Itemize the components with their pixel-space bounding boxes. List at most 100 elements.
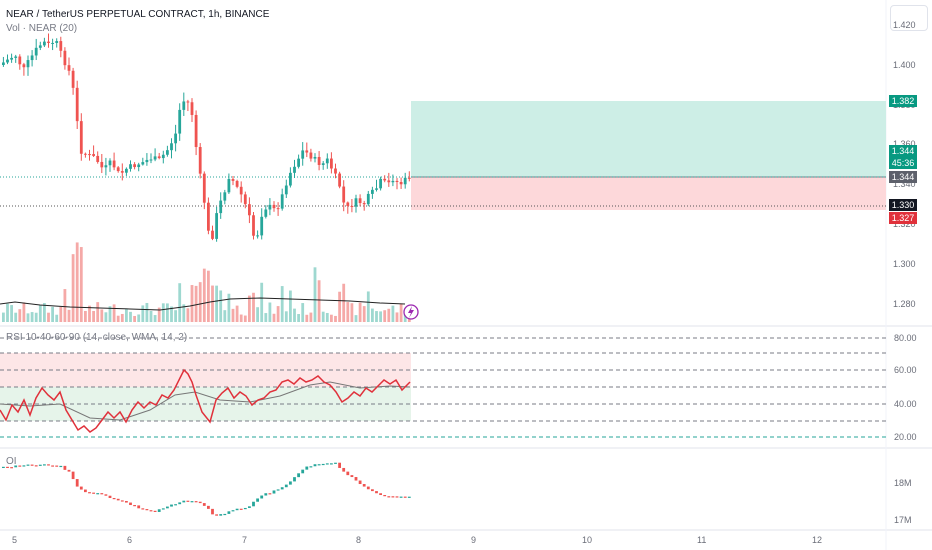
chart-settings-button[interactable]: [890, 5, 928, 31]
candle-body: [178, 109, 182, 134]
volume-legend[interactable]: Vol · NEAR (20): [6, 23, 78, 34]
oi-candle: [30, 464, 34, 466]
candle-body: [305, 150, 309, 153]
price-axis-label: 1.400: [893, 60, 916, 70]
oi-candle: [330, 463, 333, 465]
oi-candle: [104, 494, 108, 496]
oi-candle: [231, 510, 235, 512]
volume-bar: [309, 312, 313, 322]
volume-bar: [161, 303, 165, 322]
oi-candle: [276, 489, 280, 491]
candle-body: [248, 204, 251, 216]
volume-bar: [358, 302, 362, 322]
oi-candle: [243, 507, 247, 510]
volume-bar: [116, 315, 120, 322]
oi-candle: [186, 500, 190, 502]
oi-candle: [305, 466, 309, 470]
oi-candle: [38, 464, 42, 466]
candle-body: [325, 158, 329, 164]
volume-bar: [301, 303, 305, 322]
volume-bar: [219, 290, 223, 322]
oi-candle: [108, 495, 112, 498]
volume-bar: [350, 303, 354, 322]
loss-zone[interactable]: [411, 177, 886, 210]
oi-candle: [153, 510, 157, 512]
candle-body: [383, 178, 387, 181]
oi-candle: [379, 493, 382, 496]
candle-body: [297, 158, 300, 167]
volume-bar: [334, 315, 337, 322]
candle-body: [330, 158, 333, 169]
rsi-axis-label: 40.00: [894, 399, 917, 409]
oi-candle: [239, 508, 243, 510]
volume-bar: [157, 307, 161, 322]
oi-candle: [301, 469, 305, 474]
oi-candle: [268, 493, 272, 495]
candle-body: [284, 185, 288, 195]
candle-body: [280, 194, 284, 209]
candle-body: [371, 189, 374, 194]
volume-bar: [395, 312, 399, 322]
oi-candle: [51, 465, 54, 467]
candle-body: [125, 168, 128, 173]
time-axis-label: 11: [697, 535, 706, 545]
rsi-moving-average: [0, 381, 411, 421]
volume-bar: [223, 310, 227, 322]
oi-candle: [223, 513, 227, 516]
oi-candle: [22, 465, 26, 467]
volume-bar: [289, 290, 292, 322]
stop-price-tag: 1.327: [889, 212, 917, 224]
candle-body: [186, 101, 190, 103]
candle-body: [223, 192, 227, 201]
volume-bar: [342, 283, 346, 322]
candle-body: [346, 202, 350, 207]
volume-bar: [120, 313, 124, 322]
candle-body: [198, 147, 202, 174]
volume-bar: [243, 315, 247, 322]
candle-body: [338, 173, 341, 187]
entry-price-tag: 1.344: [889, 171, 917, 183]
candle-body: [137, 164, 141, 168]
volume-bar: [375, 311, 378, 322]
volume-bar: [2, 312, 5, 322]
candle-body: [157, 156, 161, 159]
oi-candle: [227, 511, 231, 514]
volume-bar: [231, 308, 235, 322]
rsi-legend[interactable]: RSI 10-40-60-90 (14, close, WMA, 14, 2): [6, 332, 188, 343]
oi-candle: [157, 509, 161, 512]
oi-candle: [371, 489, 374, 492]
candle-body: [211, 230, 214, 239]
profit-zone[interactable]: [411, 101, 886, 177]
oi-candle: [129, 502, 132, 506]
oi-candle: [313, 464, 317, 467]
oi-candle: [342, 467, 346, 472]
candle-body: [272, 204, 276, 209]
volume-bar: [34, 312, 38, 322]
candle-body: [153, 156, 157, 160]
volume-bar: [26, 313, 30, 322]
volume-bar: [30, 312, 34, 322]
volume-bar: [264, 313, 268, 322]
candle-body: [358, 198, 362, 204]
lightning-icon[interactable]: [403, 304, 419, 320]
candle-body: [88, 154, 91, 156]
candle-body: [391, 180, 395, 183]
oi-legend[interactable]: OI: [6, 456, 17, 467]
oi-candle: [71, 471, 75, 480]
candle-body: [100, 161, 104, 168]
oi-candle: [166, 506, 169, 509]
volume-bar: [399, 303, 403, 322]
candle-body: [79, 121, 83, 154]
volume-bar: [108, 306, 112, 322]
volume-bar: [235, 305, 239, 322]
volume-bar: [47, 312, 50, 322]
volume-bar: [100, 309, 104, 322]
symbol-legend[interactable]: NEAR / TetherUS PERPETUAL CONTRACT, 1h, …: [6, 9, 270, 20]
volume-bar: [75, 242, 79, 322]
time-axis-label: 12: [812, 535, 822, 545]
time-axis-label: 10: [582, 535, 592, 545]
price-candles[interactable]: [2, 33, 411, 242]
oi-candle: [112, 497, 116, 500]
candle-body: [256, 235, 259, 237]
